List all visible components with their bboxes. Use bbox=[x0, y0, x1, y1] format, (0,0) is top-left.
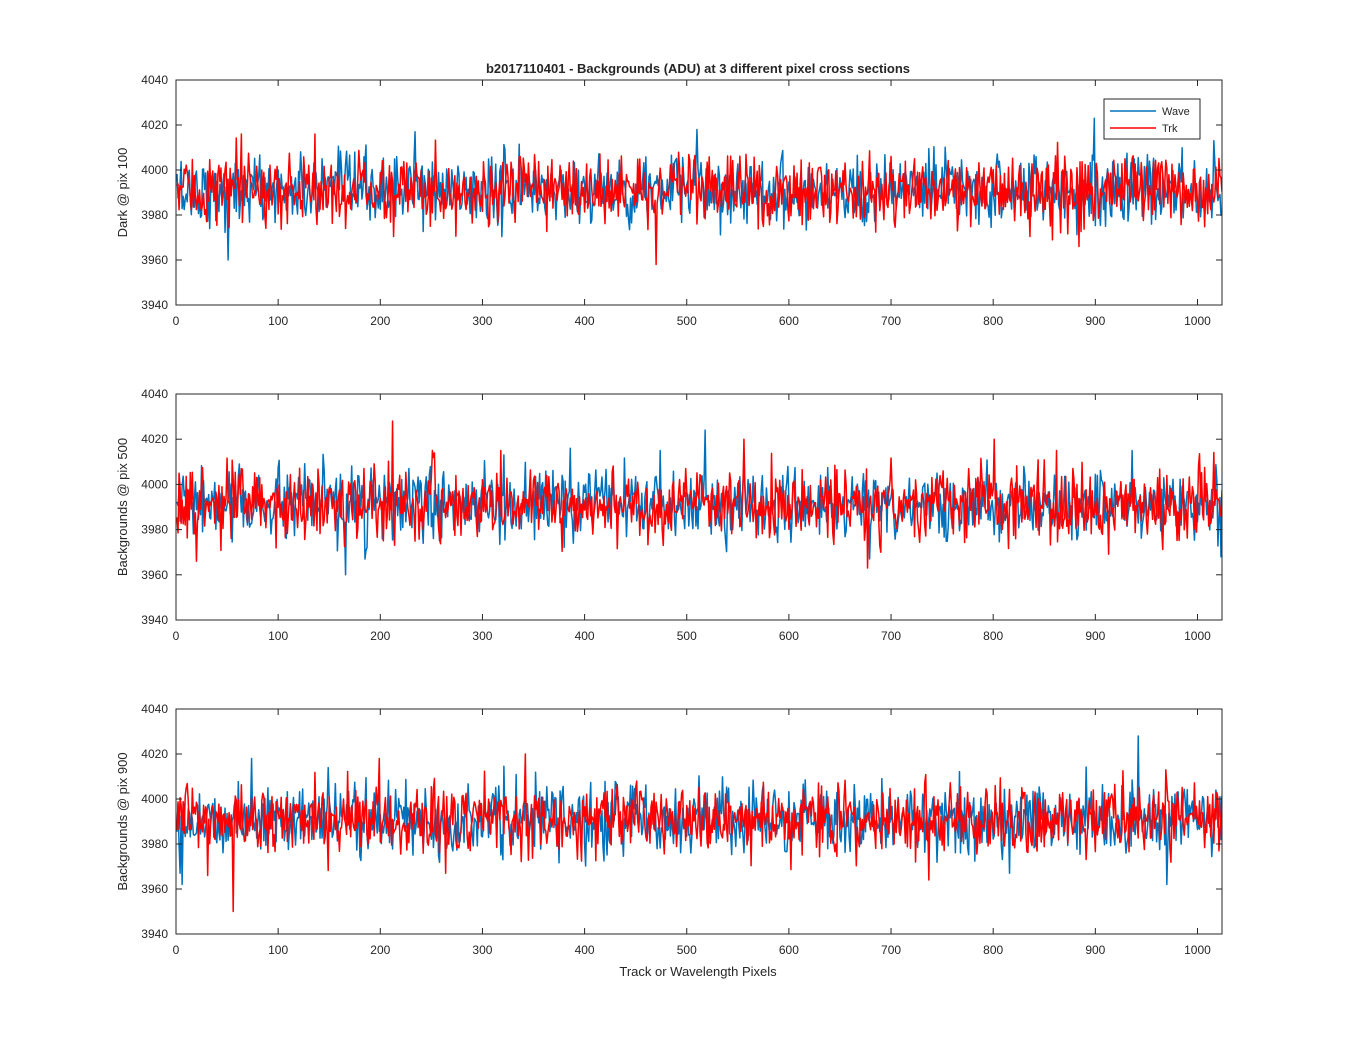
y-tick-label: 4040 bbox=[141, 387, 168, 401]
x-tick-label: 500 bbox=[677, 314, 697, 328]
axes-box bbox=[175, 393, 1223, 621]
x-tick-label: 0 bbox=[173, 943, 180, 957]
x-tick-label: 1000 bbox=[1184, 629, 1211, 643]
x-tick-label: 100 bbox=[268, 943, 288, 957]
subplot-pix-500: 0 100 200 300 400 500 600 700 800 900 1000 3940 3960… bbox=[115, 387, 1223, 643]
series-line-trk bbox=[176, 753, 1222, 913]
x-tick-label: 700 bbox=[881, 629, 901, 643]
series-line-trk bbox=[176, 133, 1222, 266]
x-tick-label: 100 bbox=[268, 629, 288, 643]
y-axis-label: Dark @ pix 100 bbox=[115, 148, 130, 238]
x-tick-label: 100 bbox=[268, 314, 288, 328]
x-tick-label: 400 bbox=[575, 314, 595, 328]
x-tick-label: 0 bbox=[173, 314, 180, 328]
x-tick-label: 900 bbox=[1085, 629, 1105, 643]
x-tick-label: 400 bbox=[575, 943, 595, 957]
x-tick-label: 900 bbox=[1085, 314, 1105, 328]
y-tick-label: 3960 bbox=[141, 253, 168, 267]
series-line-trk bbox=[176, 420, 1222, 569]
y-tick-label: 4020 bbox=[141, 432, 168, 446]
y-axis-label: Backgrounds @ pix 900 bbox=[115, 752, 130, 890]
y-tick-label: 4040 bbox=[141, 73, 168, 87]
axes-box bbox=[175, 708, 1223, 935]
y-tick-label: 3980 bbox=[141, 523, 168, 537]
x-tick-label: 500 bbox=[677, 629, 697, 643]
x-tick-label: 800 bbox=[983, 314, 1003, 328]
y-tick-label: 4000 bbox=[141, 792, 168, 806]
x-tick-label: 400 bbox=[575, 629, 595, 643]
x-tick-label: 300 bbox=[472, 943, 492, 957]
x-tick-label: 700 bbox=[881, 314, 901, 328]
y-tick-label: 4020 bbox=[141, 118, 168, 132]
x-tick-label: 600 bbox=[779, 629, 799, 643]
axes-box bbox=[175, 79, 1223, 306]
y-tick-label: 3940 bbox=[141, 298, 168, 312]
y-tick-label: 3960 bbox=[141, 568, 168, 582]
y-tick-label: 3980 bbox=[141, 837, 168, 851]
x-tick-label: 800 bbox=[983, 629, 1003, 643]
y-tick-label: 3940 bbox=[141, 927, 168, 941]
y-tick-label: 4040 bbox=[141, 702, 168, 716]
x-tick-label: 300 bbox=[472, 629, 492, 643]
subplot-pix-100: 0 100 200 300 400 500 600 700 800 900 1000 3940 3960… bbox=[115, 73, 1223, 328]
x-tick-label: 200 bbox=[370, 943, 390, 957]
x-tick-label: 600 bbox=[779, 314, 799, 328]
figure-title: b2017110401 - Backgrounds (ADU) at 3 dif… bbox=[486, 61, 910, 76]
y-tick-label: 4020 bbox=[141, 747, 168, 761]
x-tick-label: 600 bbox=[779, 943, 799, 957]
x-tick-label: 800 bbox=[983, 943, 1003, 957]
x-axis-label: Track or Wavelength Pixels bbox=[619, 964, 777, 979]
y-tick-label: 3980 bbox=[141, 208, 168, 222]
x-tick-label: 1000 bbox=[1184, 314, 1211, 328]
x-tick-label: 200 bbox=[370, 629, 390, 643]
x-tick-label: 300 bbox=[472, 314, 492, 328]
y-tick-label: 3960 bbox=[141, 882, 168, 896]
x-tick-label: 0 bbox=[173, 629, 180, 643]
x-tick-label: 900 bbox=[1085, 943, 1105, 957]
x-tick-label: 500 bbox=[677, 943, 697, 957]
y-tick-label: 4000 bbox=[141, 477, 168, 491]
y-axis-label: Backgrounds @ pix 500 bbox=[115, 438, 130, 576]
y-tick-label: 4000 bbox=[141, 163, 168, 177]
y-tick-label: 3940 bbox=[141, 613, 168, 627]
legend: Wave Trk bbox=[1103, 98, 1201, 140]
legend-label-wave: Wave bbox=[1162, 106, 1190, 118]
subplot-pix-900: 0 100 200 300 400 500 600 700 800 900 1000 3940 3960… bbox=[115, 702, 1223, 957]
x-tick-label: 200 bbox=[370, 314, 390, 328]
x-tick-label: 1000 bbox=[1184, 943, 1211, 957]
x-tick-label: 700 bbox=[881, 943, 901, 957]
legend-label-trk: Trk bbox=[1162, 123, 1178, 135]
legend-box bbox=[1103, 98, 1201, 140]
